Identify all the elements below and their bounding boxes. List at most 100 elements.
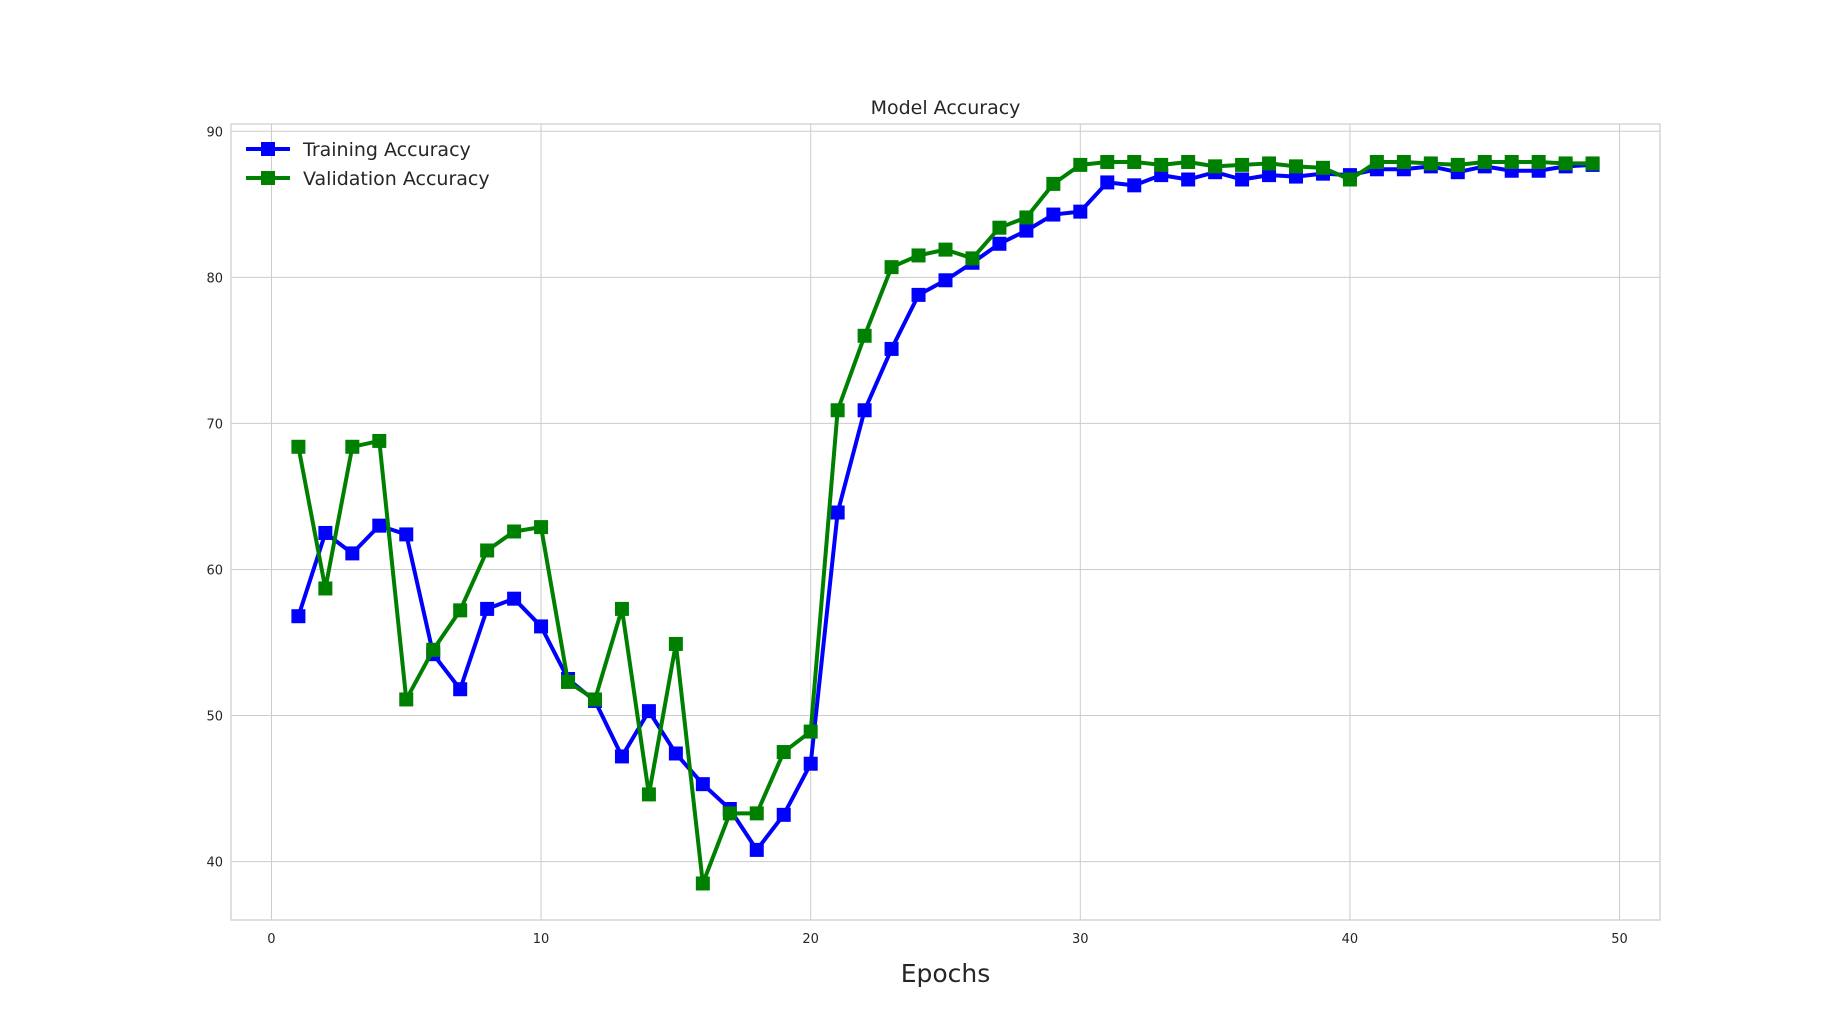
data-point — [938, 273, 953, 288]
y-tick-label: 40 — [206, 856, 223, 871]
data-point — [507, 591, 522, 606]
legend-marker — [261, 142, 275, 156]
data-point — [1019, 210, 1034, 225]
data-point — [1127, 154, 1142, 169]
data-point — [641, 704, 656, 719]
data-point — [1450, 157, 1465, 172]
legend: Training Accuracy Validation Accuracy — [246, 139, 490, 190]
x-tick-label: 10 — [533, 932, 550, 947]
data-point — [1100, 175, 1115, 190]
data-point — [668, 746, 683, 761]
legend-item: Training Accuracy — [246, 139, 471, 161]
data-point — [318, 525, 333, 540]
data-point — [507, 524, 522, 539]
data-point — [399, 692, 414, 707]
data-point — [1181, 172, 1196, 187]
x-axis-label: Epochs — [901, 959, 991, 988]
data-point — [695, 876, 710, 891]
legend-label: Training Accuracy — [302, 139, 471, 161]
data-point — [318, 581, 333, 596]
data-point — [1558, 156, 1573, 171]
data-point — [938, 242, 953, 257]
data-point — [1235, 157, 1250, 172]
data-point — [857, 328, 872, 343]
data-point — [372, 433, 387, 448]
data-point — [1046, 207, 1061, 222]
data-point — [857, 403, 872, 418]
legend-item: Validation Accuracy — [246, 168, 490, 190]
series-layer — [291, 154, 1600, 891]
data-point — [830, 505, 845, 520]
data-point — [453, 603, 468, 618]
data-point — [749, 806, 764, 821]
legend-label: Validation Accuracy — [303, 168, 490, 190]
data-point — [1181, 154, 1196, 169]
data-point — [803, 756, 818, 771]
data-point — [1342, 172, 1357, 187]
data-point — [345, 439, 360, 454]
data-point — [399, 527, 414, 542]
data-point — [1289, 159, 1304, 174]
data-point — [830, 403, 845, 418]
data-point — [614, 601, 629, 616]
data-point — [803, 724, 818, 739]
data-point — [426, 642, 441, 657]
data-point — [1154, 157, 1169, 172]
data-point — [372, 518, 387, 533]
y-tick-label: 70 — [206, 417, 223, 432]
y-tick-label: 60 — [206, 563, 223, 578]
data-point — [641, 787, 656, 802]
data-point — [587, 692, 602, 707]
series-validation — [291, 154, 1600, 891]
data-point — [884, 260, 899, 275]
data-point — [884, 341, 899, 356]
data-point — [722, 806, 737, 821]
data-point — [1127, 178, 1142, 193]
data-point — [992, 236, 1007, 251]
data-point — [1504, 154, 1519, 169]
tick-labels: 0 10 20 30 40 50 40 50 60 70 80 90 — [206, 125, 1627, 946]
x-tick-label: 50 — [1611, 932, 1628, 947]
x-tick-label: 0 — [267, 932, 275, 947]
y-tick-label: 90 — [206, 125, 223, 140]
data-point — [1315, 160, 1330, 175]
data-point — [992, 220, 1007, 235]
data-point — [1423, 156, 1438, 171]
data-point — [776, 807, 791, 822]
data-point — [1477, 154, 1492, 169]
data-point — [1208, 159, 1223, 174]
data-point — [911, 248, 926, 263]
data-point — [776, 745, 791, 760]
data-point — [749, 842, 764, 857]
x-tick-label: 40 — [1342, 932, 1359, 947]
data-point — [1046, 176, 1061, 191]
data-point — [1235, 172, 1250, 187]
data-point — [1531, 154, 1546, 169]
data-point — [1262, 156, 1277, 171]
data-point — [1396, 154, 1411, 169]
data-point — [291, 439, 306, 454]
data-point — [534, 520, 549, 535]
data-point — [1073, 204, 1088, 219]
data-point — [1369, 154, 1384, 169]
data-point — [291, 609, 306, 624]
data-point — [695, 777, 710, 792]
data-point — [668, 636, 683, 651]
x-tick-label: 20 — [802, 932, 819, 947]
data-point — [480, 543, 495, 558]
data-point — [1100, 154, 1115, 169]
data-point — [534, 619, 549, 634]
x-tick-label: 30 — [1072, 932, 1089, 947]
data-point — [911, 287, 926, 302]
y-tick-label: 80 — [206, 271, 223, 286]
y-tick-label: 50 — [206, 710, 223, 725]
data-point — [1585, 156, 1600, 171]
data-point — [1262, 168, 1277, 183]
data-point — [614, 749, 629, 764]
data-point — [480, 601, 495, 616]
chart-title: Model Accuracy — [871, 97, 1021, 119]
data-point — [1073, 157, 1088, 172]
data-point — [1019, 223, 1034, 238]
data-point — [965, 251, 980, 266]
